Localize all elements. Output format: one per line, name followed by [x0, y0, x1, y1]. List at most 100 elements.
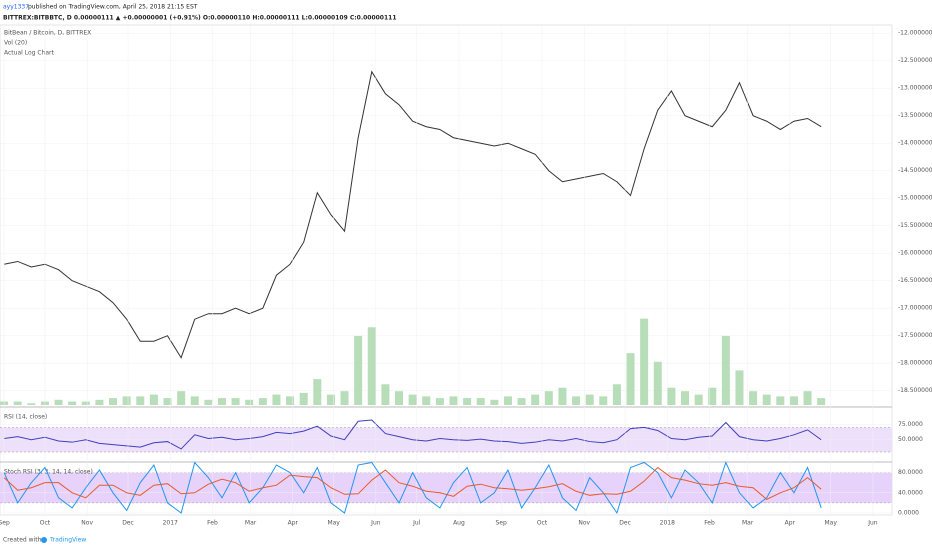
- x-tick-label: Feb: [704, 520, 715, 527]
- x-tick-label: Mar: [245, 520, 257, 527]
- symbol-line: BITTREX:BITBBTC, D 0.00000111 ▲ +0.00000…: [3, 15, 397, 22]
- y-tick-label: -18.0000000: [898, 360, 932, 367]
- published: published on TradingView.com, April 25, …: [28, 4, 198, 11]
- volume-bar: [326, 394, 335, 405]
- volume-bar: [149, 394, 158, 405]
- x-tick-label: Nov: [578, 520, 590, 527]
- volume-bar: [803, 391, 812, 405]
- line-series: [4, 419, 822, 450]
- plot-frame: [0, 24, 893, 516]
- y-tick-label: -17.0000000: [898, 305, 932, 312]
- volume-bar: [653, 361, 662, 405]
- volume-bar: [177, 391, 186, 405]
- volume-bar: [667, 387, 676, 405]
- volume-bar: [54, 399, 63, 405]
- x-tick-label: Oct: [537, 520, 548, 527]
- volume-bar: [258, 398, 267, 405]
- y-tick-label: -16.0000000: [898, 250, 932, 257]
- y-tick-label: -12.5000000: [898, 57, 932, 64]
- volume-bar: [599, 396, 608, 405]
- x-tick-label: Jun: [867, 520, 878, 527]
- annotation: Vol (20): [4, 40, 27, 47]
- band: [0, 472, 892, 503]
- volume-bar: [122, 396, 131, 405]
- volume-bar: [367, 327, 376, 405]
- x-tick-label: Apr: [288, 520, 299, 527]
- y-tick-label: 0.0000: [898, 509, 919, 516]
- line-series: [3, 70, 822, 359]
- volume-bar: [68, 401, 77, 405]
- volume-bar: [531, 394, 540, 405]
- volume-bar: [395, 391, 404, 405]
- volume-bar: [558, 387, 567, 405]
- line-series: [3, 466, 822, 500]
- pane-title: Stoch RSI (3, 3, 14, 14, close): [4, 469, 93, 476]
- volume-bar: [817, 398, 826, 405]
- x-tick-label: Mar: [742, 520, 754, 527]
- volume-bar: [463, 398, 472, 405]
- volume-bar: [612, 384, 621, 405]
- volume-bar: [776, 396, 785, 405]
- volume-bar: [626, 353, 635, 405]
- y-tick-label: -13.0000000: [898, 85, 932, 92]
- volume-bar: [735, 370, 744, 405]
- x-tick-label: Nov: [81, 520, 93, 527]
- y-tick-label: 40.0000: [898, 489, 923, 496]
- x-tick-label: May: [825, 520, 838, 527]
- x-tick-label: 2018: [660, 520, 675, 527]
- y-tick-label: -13.5000000: [898, 112, 932, 119]
- x-tick-label: Apr: [785, 520, 796, 527]
- volume-bar: [231, 398, 240, 405]
- y-tick-label: -12.0000000: [898, 30, 932, 37]
- volume-bar: [422, 396, 431, 405]
- volume-bar: [517, 398, 526, 405]
- pane-title: BitBean / Bitcoin, D, BITTREX: [4, 30, 91, 37]
- volume-bar: [789, 396, 798, 405]
- volume-bar: [313, 379, 322, 405]
- x-tick-label: Dec: [619, 520, 631, 527]
- volume-bar: [544, 391, 553, 405]
- volume-bar: [163, 398, 172, 405]
- y-tick-label: -14.5000000: [898, 167, 932, 174]
- volume-bar: [708, 387, 717, 405]
- y-tick-label: 50.0000: [898, 436, 923, 443]
- volume-bar: [585, 394, 594, 405]
- volume-bar: [476, 398, 485, 405]
- volume-bar: [640, 318, 649, 405]
- x-tick-label: Aug: [453, 520, 465, 527]
- volume-bar: [381, 384, 390, 405]
- volume-bar: [490, 399, 499, 405]
- y-tick-label: -17.5000000: [898, 332, 932, 339]
- y-tick-label: -18.5000000: [898, 387, 932, 394]
- volume-bar: [408, 394, 417, 405]
- volume-bar: [204, 399, 213, 405]
- volume-bar: [694, 394, 703, 405]
- x-tick-label: Dec: [122, 520, 134, 527]
- volume-bar: [13, 401, 22, 405]
- volume-bar: [245, 399, 254, 405]
- footer-created: Created with: [3, 537, 42, 544]
- y-tick-label: -16.5000000: [898, 277, 932, 284]
- volume-bar: [95, 399, 104, 405]
- volume-bar: [286, 396, 295, 405]
- volume-bar: [503, 396, 512, 405]
- x-tick-label: May: [327, 520, 340, 527]
- volume-bar: [190, 396, 199, 405]
- volume-bar: [136, 396, 145, 405]
- author[interactable]: ayy1337: [3, 4, 29, 11]
- volume-bar: [340, 391, 349, 405]
- x-tick-label: Sep: [0, 520, 10, 527]
- x-tick-label: Feb: [207, 520, 218, 527]
- volume-bar: [81, 401, 90, 405]
- x-tick-label: Sep: [495, 520, 507, 527]
- volume-bar: [449, 396, 458, 405]
- x-tick-label: Oct: [40, 520, 51, 527]
- annotation: Actual Log Chart: [4, 50, 54, 57]
- y-tick-label: 80.0000: [898, 469, 923, 476]
- line-series: [3, 461, 822, 515]
- footer-brand[interactable]: TradingView: [49, 537, 86, 544]
- x-tick-label: Jul: [412, 520, 421, 527]
- y-tick-label: -15.0000000: [898, 195, 932, 202]
- y-tick-label: 75.0000: [898, 421, 923, 428]
